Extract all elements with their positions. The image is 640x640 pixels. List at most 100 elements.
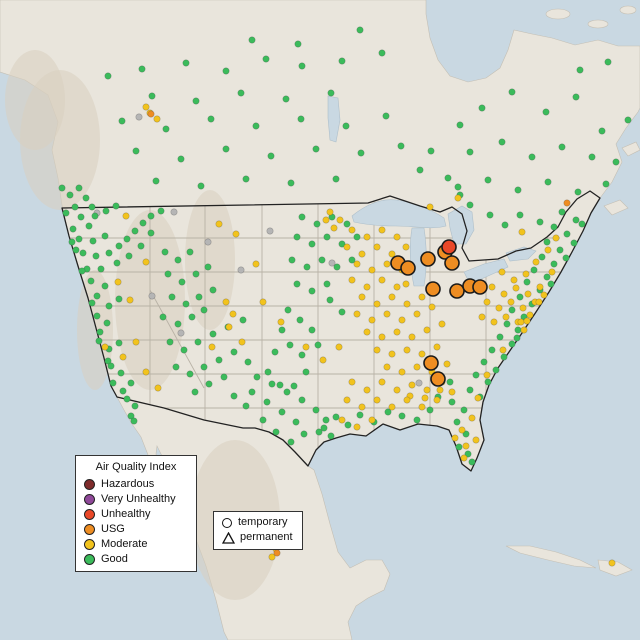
aqi-point-moderate [478,313,486,321]
aqi-point-moderate [142,258,150,266]
aqi-point-good [356,411,364,419]
aqi-point-good [172,363,180,371]
aqi-point-moderate [363,328,371,336]
aqi-point-good [112,202,120,210]
aqi-point-good [186,248,194,256]
aqi-point-good [333,263,341,271]
aqi-point-moderate [348,276,356,284]
aqi-point-good [209,286,217,294]
aqi-point-good [384,408,392,416]
aqi-point-good [488,346,496,354]
aqi-point-good [455,443,463,451]
aqi-point-good [448,398,456,406]
aqi-point-good [466,386,474,394]
aqi-point-moderate [499,346,507,354]
aqi-point-moderate [101,343,109,351]
aqi-point-good [456,121,464,129]
aqi-point-good [287,179,295,187]
good-swatch-icon [84,554,95,565]
aqi-point-good [182,59,190,67]
aqi-point-usg-large [449,283,465,299]
aqi-point-good [264,368,272,376]
aqi-point-good [326,296,334,304]
aqi-point-moderate [119,353,127,361]
aqi-point-moderate [520,326,528,334]
aqi-point-good [239,316,247,324]
aqi-point-good [105,302,113,310]
aqi-point-good [195,293,203,301]
aqi-point-good [127,412,135,420]
aqi-point-good [496,333,504,341]
aqi-point-good [248,36,256,44]
aqi-point-moderate [154,384,162,392]
aqi-point-good [117,369,125,377]
aqi-point-missing [135,113,143,121]
aqi-point-missing [328,259,336,267]
usg-swatch-icon [84,524,95,535]
aqi-point-moderate [408,381,416,389]
aqi-point-moderate [353,260,361,268]
aqi-point-good [93,312,101,320]
aqi-point-good [570,239,578,247]
aqi-point-good [293,233,301,241]
aqi-point-moderate [403,300,411,308]
aqi-point-good [259,416,267,424]
aqi-legend-item-hazardous: Hazardous [84,479,188,490]
aqi-point-good [478,104,486,112]
aqi-point-moderate [353,310,361,318]
aqi-point-moderate [423,386,431,394]
aqi-point-good [75,235,83,243]
aqi-point-missing [148,292,156,300]
aqi-point-good [162,125,170,133]
aqi-point-good [454,183,462,191]
aqi-legend-item-unhealthy: Unhealthy [84,509,188,520]
aqi-point-moderate [532,258,540,266]
aqi-point-good [123,235,131,243]
aqi-point-moderate [330,224,338,232]
aqi-point-moderate [507,298,515,306]
aqi-point-moderate [302,343,310,351]
aqi-point-moderate [378,276,386,284]
aqi-point-good [88,299,96,307]
aqi-point-good [127,379,135,387]
aqi-point-unhealthy-large [441,239,457,255]
aqi-point-moderate [523,317,531,325]
aqi-point-good [177,155,185,163]
aqi-point-moderate [403,396,411,404]
aqi-point-good [508,88,516,96]
aqi-point-good [131,227,139,235]
aqi-point-moderate [526,311,534,319]
aqi-point-good [572,216,580,224]
aqi-point-good [82,194,90,202]
aqi-point-good [427,147,435,155]
aqi-point-good [174,256,182,264]
arctic-island-2 [587,19,609,29]
aqi-point-good [267,152,275,160]
aqi-point-good [79,249,87,257]
aqi-legend-item-usg: USG [84,524,188,535]
aqi-point-moderate [454,194,462,202]
aqi-point-good [550,223,558,231]
aqi-point-good [413,416,421,424]
aqi-point-good [514,326,522,334]
aqi-point-good [314,341,322,349]
shape-legend-item-temporary: temporary [222,517,294,528]
aqi-legend-item-very_unhealthy: Very Unhealthy [84,494,188,505]
aqi-legend-item-moderate: Moderate [84,539,188,550]
aqi-point-moderate [495,304,503,312]
aqi-point-moderate [126,296,134,304]
aqi-point-moderate [500,290,508,298]
aqi-point-good [514,186,522,194]
aqi-point-good [308,326,316,334]
aqi-point-good [342,122,350,130]
aqi-point-good [544,178,552,186]
aqi-point-good [283,388,291,396]
aqi-point-good [164,270,172,278]
shape-legend: temporary permanent [213,511,303,550]
aqi-point-good [327,432,335,440]
aqi-point-good [220,373,228,381]
aqi-point-moderate [358,293,366,301]
good-label: Good [101,553,128,565]
aqi-point-moderate [353,423,361,431]
